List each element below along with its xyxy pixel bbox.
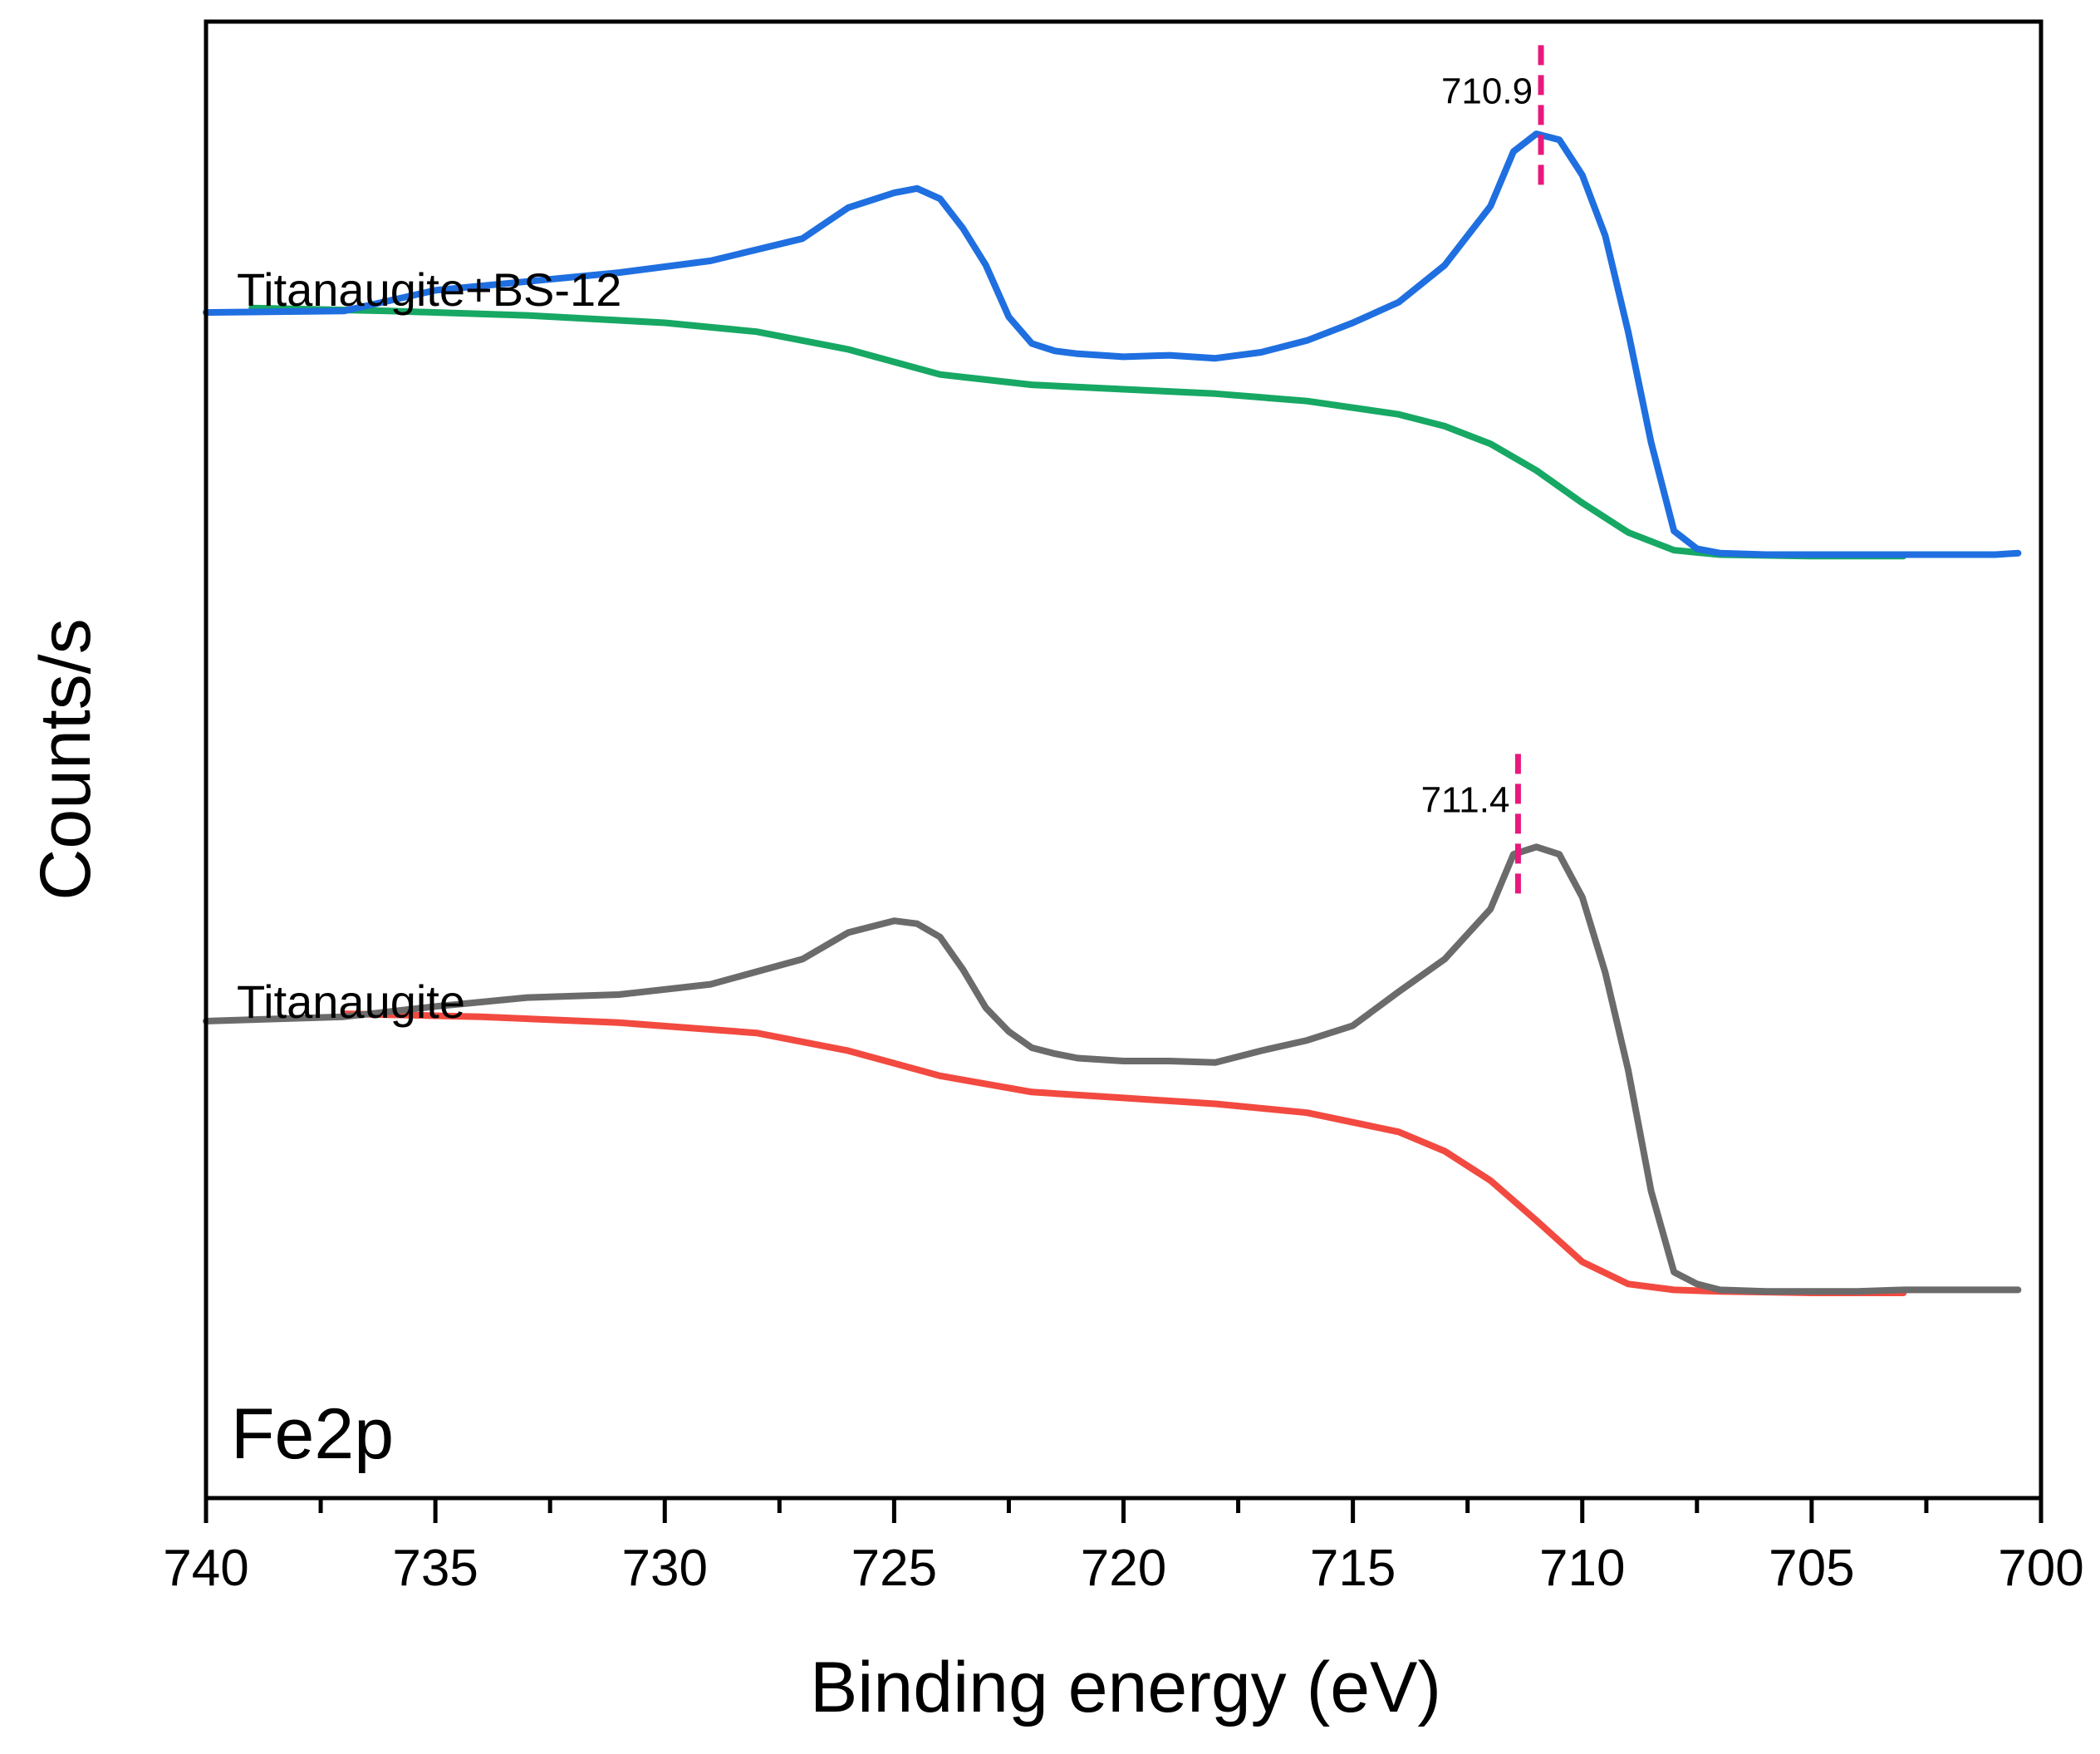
x-ticks: 740 735 730 725 720 715 710 705 700: [163, 1498, 2084, 1597]
peak-marker-label: 711.4: [1421, 779, 1510, 820]
x-tick-label: 740: [163, 1540, 248, 1597]
x-tick-label: 700: [1998, 1540, 2083, 1597]
x-axis-label: Binding energy (eV): [810, 1648, 1441, 1727]
y-axis-label: Counts/s: [26, 618, 105, 900]
series-line-titanaugite-bs-12: [203, 130, 2022, 558]
x-tick-label: 730: [622, 1540, 708, 1597]
x-tick-label: 710: [1539, 1540, 1625, 1597]
series-line-titanaugite-background: [340, 1010, 1907, 1296]
series-layer: [203, 130, 2022, 1296]
x-tick-label: 720: [1081, 1540, 1166, 1597]
x-tick-label: 725: [851, 1540, 937, 1597]
peak-marker-label: 710.9: [1441, 71, 1533, 111]
plot-frame: [204, 19, 2044, 1501]
curve-label-titanaugite-bs12: Titanaugite+BS-12: [237, 263, 621, 316]
panel-label: Fe2p: [231, 1394, 394, 1474]
x-tick-label: 735: [392, 1540, 478, 1597]
axes-layer: [204, 19, 2044, 1501]
curve-label-titanaugite: Titanaugite: [237, 975, 465, 1028]
series-line-titanaugite: [203, 843, 2022, 1295]
series-line-titanaugite-bs-12-background: [248, 304, 1907, 560]
x-tick-label: 705: [1769, 1540, 1854, 1597]
x-tick-label: 715: [1310, 1540, 1396, 1597]
annotation-layer: 710.9 711.4: [1421, 45, 1544, 896]
